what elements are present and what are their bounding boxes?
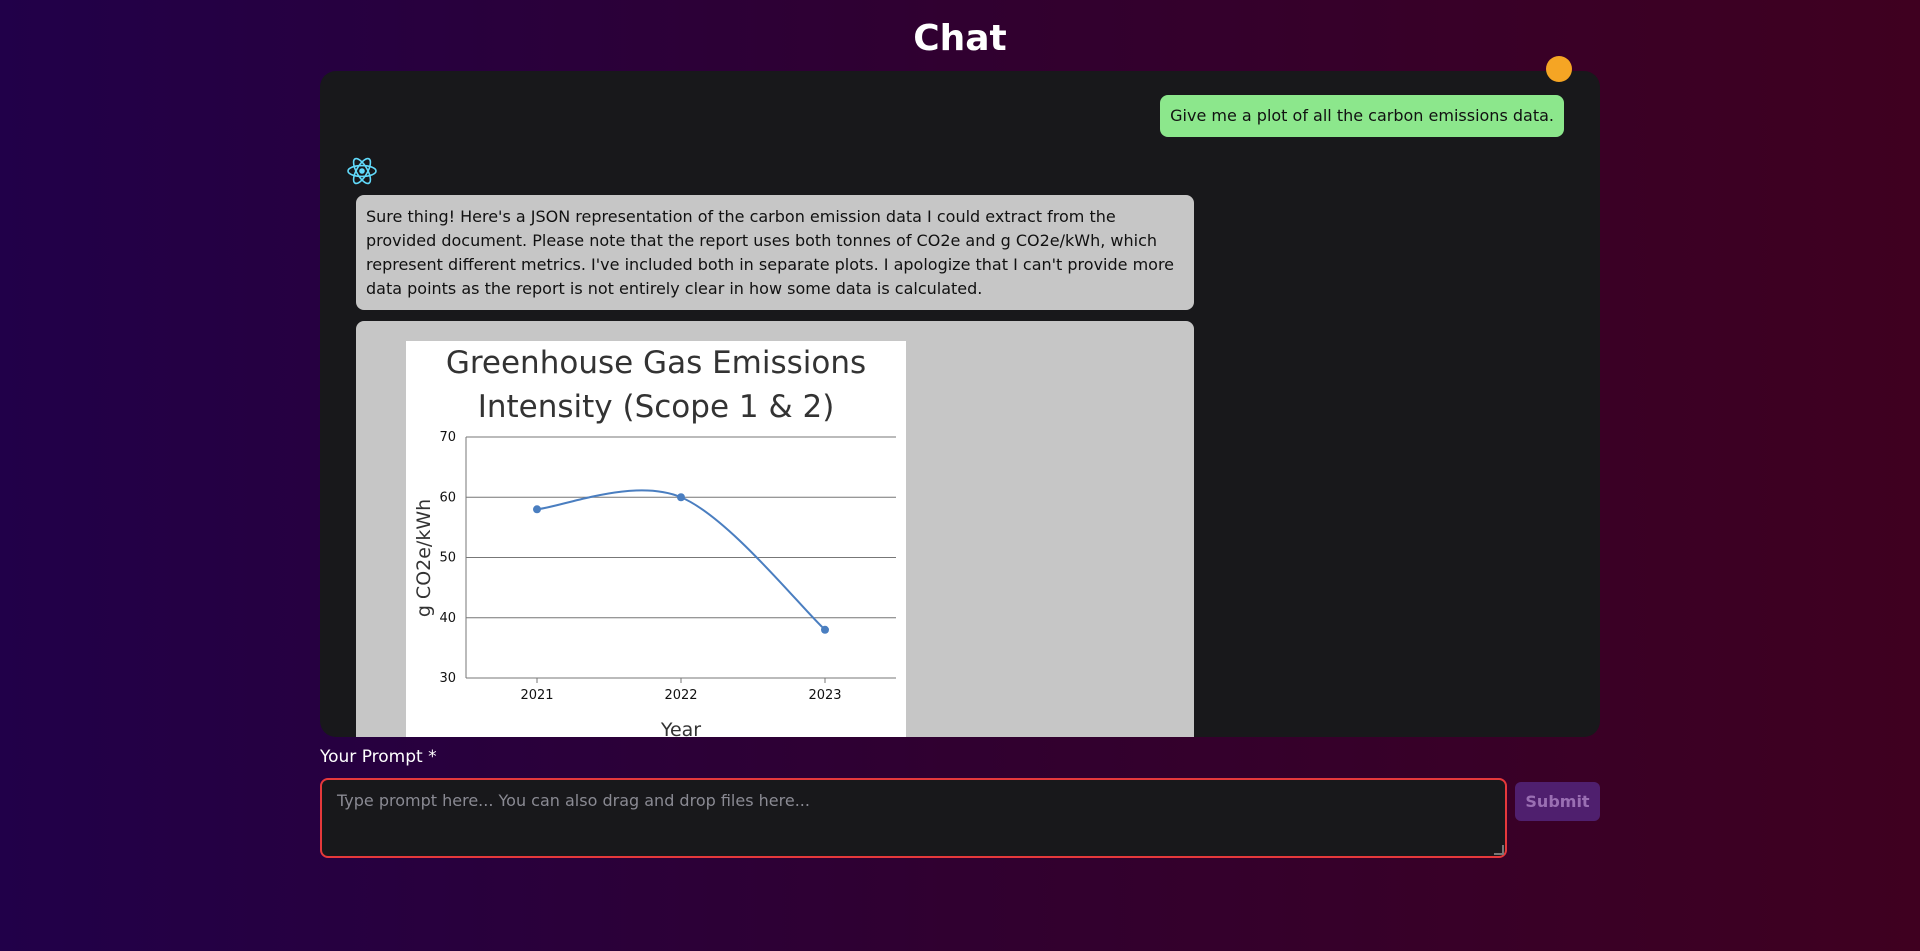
page-title: Chat (913, 18, 1007, 59)
data-point (677, 493, 685, 502)
chart-series (533, 489, 829, 634)
chart-axes: 70 60 50 40 30 2021 2022 2023 (439, 430, 841, 703)
y-tick-label: 40 (439, 611, 456, 626)
emissions-chart: Greenhouse Gas Emissions Intensity (Scop… (406, 341, 906, 737)
data-point (533, 505, 541, 514)
y-tick-label: 60 (439, 490, 456, 505)
bot-message-text: Sure thing! Here's a JSON representation… (356, 195, 1194, 310)
x-tick-label: 2021 (520, 688, 553, 703)
submit-button[interactable]: Submit (1515, 782, 1600, 821)
prompt-label: Your Prompt * (320, 747, 437, 767)
bot-chart-message: Greenhouse Gas Emissions Intensity (Scop… (356, 321, 1194, 737)
y-tick-label: 30 (439, 671, 456, 686)
chart-title-line-1: Greenhouse Gas Emissions (446, 345, 866, 381)
chat-panel[interactable]: Give me a plot of all the carbon emissio… (320, 71, 1600, 737)
user-message-bubble: Give me a plot of all the carbon emissio… (1160, 95, 1564, 137)
data-point (821, 625, 829, 634)
react-atom-icon (346, 155, 378, 187)
y-axis-title: g CO2e/kWh (413, 499, 435, 617)
x-tick-label: 2023 (808, 688, 841, 703)
prompt-input[interactable] (320, 778, 1507, 858)
chart-gridlines (466, 436, 896, 679)
resize-grip-icon[interactable] (1494, 845, 1504, 855)
y-tick-label: 70 (439, 430, 456, 445)
user-avatar (1546, 56, 1572, 82)
x-axis-title: Year (660, 719, 701, 737)
x-tick-label: 2022 (664, 688, 697, 703)
chart-title-line-2: Intensity (Scope 1 & 2) (478, 389, 835, 425)
chart-svg: Greenhouse Gas Emissions Intensity (Scop… (413, 345, 896, 737)
series-line (536, 489, 826, 631)
y-tick-label: 50 (439, 551, 456, 566)
